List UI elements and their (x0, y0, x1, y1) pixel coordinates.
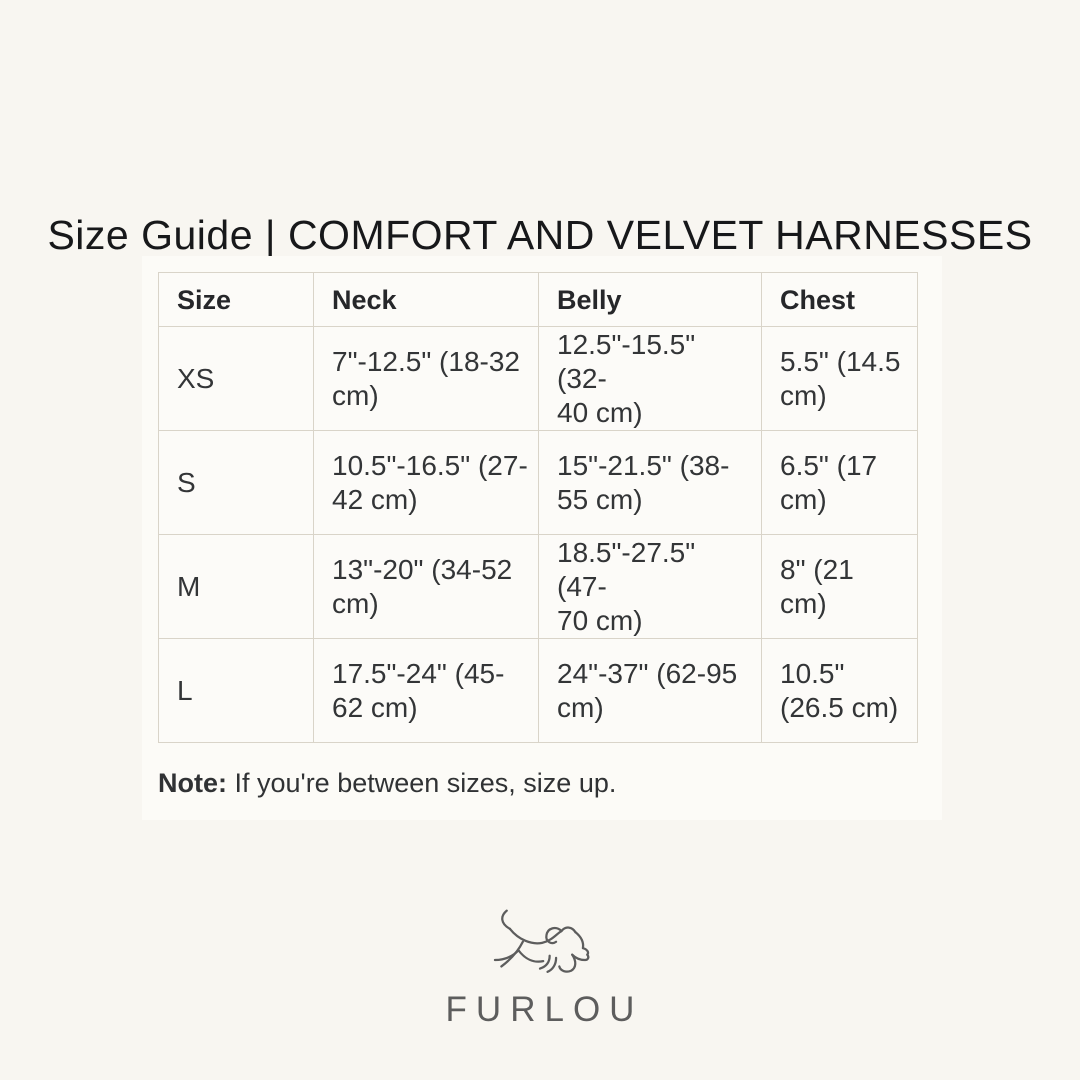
brand-logo: FURLOU (0, 906, 1080, 1030)
neck-cell: 13"-20" (34-52 cm) (313, 534, 539, 639)
chest-cell: 10.5" (26.5 cm) (761, 638, 918, 743)
table-row-m: M 13"-20" (34-52 cm) 18.5"-27.5" (47- 70… (158, 534, 918, 639)
note-body: If you're between sizes, size up. (227, 768, 617, 798)
table-row-s: S 10.5"-16.5" (27- 42 cm) 15"-21.5" (38-… (158, 430, 918, 535)
brand-name: FURLOU (445, 990, 644, 1029)
column-header-size: Size (158, 272, 314, 327)
chest-cell: 5.5" (14.5 cm) (761, 326, 918, 431)
note-text: Note: If you're between sizes, size up. (158, 768, 918, 799)
table-header-row: Size Neck Belly Chest (158, 272, 918, 327)
size-cell: L (158, 638, 314, 743)
belly-cell: 12.5"-15.5" (32- 40 cm) (538, 326, 762, 431)
size-guide-title: Size Guide | COMFORT AND VELVET HARNESSE… (47, 212, 1033, 258)
belly-cell: 24"-37" (62-95 cm) (538, 638, 762, 743)
size-cell: M (158, 534, 314, 639)
size-cell: XS (158, 326, 314, 431)
chest-cell: 6.5" (17 cm) (761, 430, 918, 535)
column-header-belly: Belly (538, 272, 762, 327)
note-label: Note: (158, 768, 227, 798)
belly-cell: 18.5"-27.5" (47- 70 cm) (538, 534, 762, 639)
column-header-chest: Chest (761, 272, 918, 327)
belly-cell: 15"-21.5" (38- 55 cm) (538, 430, 762, 535)
neck-cell: 17.5"-24" (45- 62 cm) (313, 638, 539, 743)
neck-cell: 7"-12.5" (18-32 cm) (313, 326, 539, 431)
size-cell: S (158, 430, 314, 535)
neck-cell: 10.5"-16.5" (27- 42 cm) (313, 430, 539, 535)
table-row-l: L 17.5"-24" (45- 62 cm) 24"-37" (62-95 c… (158, 638, 918, 743)
column-header-neck: Neck (313, 272, 539, 327)
table-row-xs: XS 7"-12.5" (18-32 cm) 12.5"-15.5" (32- … (158, 326, 918, 431)
size-chart-panel: Size Neck Belly Chest XS 7"-12.5" (18-32… (142, 256, 942, 820)
size-table: Size Neck Belly Chest XS 7"-12.5" (18-32… (158, 272, 918, 743)
chest-cell: 8" (21 cm) (761, 534, 918, 639)
jumping-dog-icon (493, 909, 590, 973)
